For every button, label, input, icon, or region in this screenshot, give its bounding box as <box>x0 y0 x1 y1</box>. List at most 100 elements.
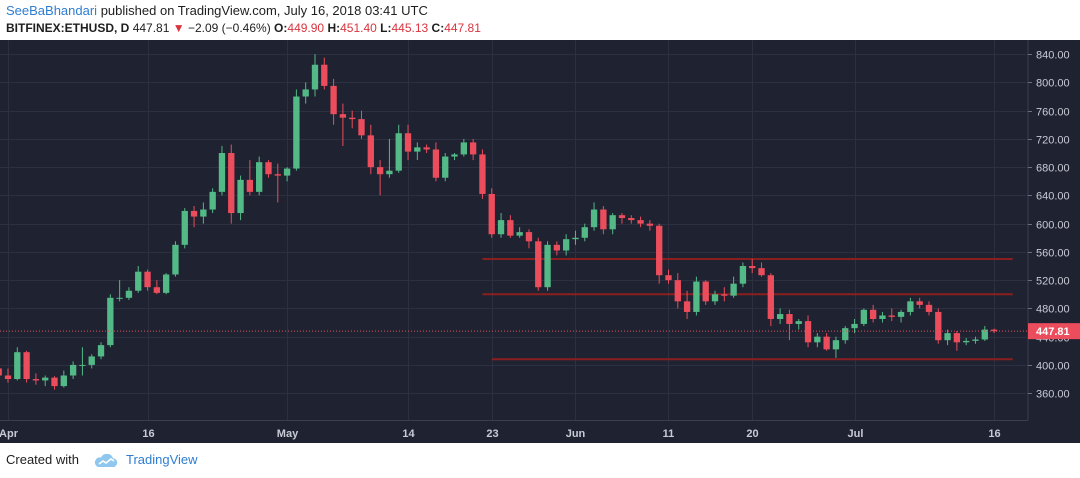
candle <box>897 309 905 323</box>
candle-body <box>665 275 672 281</box>
candle-body <box>190 210 198 217</box>
candle <box>460 138 467 157</box>
candle-body <box>897 311 905 317</box>
candle <box>972 336 979 344</box>
high-label: H: <box>327 21 341 35</box>
time-tick-label: 23 <box>486 428 498 440</box>
candle-body <box>265 162 272 175</box>
candle <box>804 315 812 348</box>
candle <box>516 227 523 238</box>
candle <box>209 188 216 214</box>
footer: Created with TradingView <box>6 452 198 468</box>
price-tick-label: 560.00 <box>1036 248 1070 260</box>
price-axis[interactable]: 360.00400.00440.00480.00520.00560.00600.… <box>1027 40 1080 443</box>
candle <box>497 213 505 238</box>
candle <box>237 175 244 221</box>
created-with-text: Created with <box>6 452 79 467</box>
author-link[interactable]: SeeBaBhandari <box>6 3 98 18</box>
candle-body <box>135 271 142 291</box>
last-price-tag-label: 447.81 <box>1036 326 1070 338</box>
candle-body <box>479 154 486 194</box>
time-tick-label: 16 <box>142 428 154 440</box>
candle <box>563 234 570 256</box>
candle-body <box>460 142 467 155</box>
time-tick-label: 11 <box>663 428 675 440</box>
time-tick-label: 20 <box>746 428 758 440</box>
price-axis-bg <box>1028 40 1080 443</box>
candle <box>628 215 635 224</box>
price-tick-label: 360.00 <box>1036 389 1070 401</box>
time-axis[interactable]: Apr 16 May 14 23 Jun 11 20 Jul 16 <box>0 420 1028 441</box>
candle-body <box>609 215 616 230</box>
candle <box>860 308 868 327</box>
candle <box>544 241 551 291</box>
price-tick-label: 600.00 <box>1036 220 1070 232</box>
candle-body <box>544 244 551 288</box>
candle-body <box>804 321 812 343</box>
candle-body <box>786 314 793 324</box>
candle <box>963 338 970 346</box>
price-tick-label: 480.00 <box>1036 304 1070 316</box>
candle-body <box>981 329 988 340</box>
candle-body <box>739 266 747 284</box>
time-tick-label: May <box>277 428 299 440</box>
candle-body <box>469 142 477 155</box>
grid <box>0 40 1028 420</box>
candle-body <box>963 340 970 343</box>
candle-body <box>14 352 21 380</box>
candle-body <box>925 304 933 312</box>
candle-body <box>916 301 923 305</box>
candle-body <box>432 149 440 178</box>
candle <box>135 266 142 293</box>
price-tick-label: 840.00 <box>1036 50 1070 62</box>
candle <box>842 326 849 344</box>
candle <box>60 370 67 388</box>
candle-body <box>42 377 49 381</box>
candle-body <box>832 340 840 350</box>
candle <box>469 138 477 161</box>
candle <box>981 326 988 341</box>
candle-body <box>330 85 337 115</box>
tradingview-cloud-icon[interactable] <box>93 453 119 468</box>
candle-body <box>953 333 961 343</box>
candle <box>162 273 170 295</box>
candle <box>721 287 728 302</box>
candle-body <box>860 309 868 324</box>
price-tick-label: 520.00 <box>1036 276 1070 288</box>
candle <box>125 287 133 300</box>
candle <box>200 202 207 224</box>
candle-body <box>730 283 737 296</box>
candle-body <box>23 352 30 380</box>
candle <box>851 318 858 334</box>
candle <box>153 280 161 295</box>
candle <box>293 89 300 171</box>
time-tick-label: 14 <box>402 428 415 440</box>
candle-body <box>209 191 216 210</box>
candle-body <box>116 297 123 299</box>
candle <box>665 269 672 284</box>
candle <box>814 333 821 348</box>
candle <box>172 241 179 277</box>
candle-body <box>302 89 309 97</box>
candle <box>767 273 774 327</box>
candle <box>256 156 263 196</box>
candle <box>953 331 961 351</box>
symbol-line: BITFINEX:ETHUSD, D 447.81 ▼ −2.09 (−0.46… <box>6 21 481 35</box>
candle-body <box>88 356 95 365</box>
candle <box>776 308 784 324</box>
candle <box>386 138 393 178</box>
candle <box>739 262 747 288</box>
price-chart[interactable]: 360.00400.00440.00480.00520.00560.00600.… <box>0 40 1080 443</box>
candle <box>479 149 486 199</box>
candle-body <box>749 266 756 269</box>
candle-body <box>637 220 644 224</box>
candle-body <box>869 309 877 319</box>
candle-body <box>600 209 607 230</box>
candle-body <box>404 133 412 152</box>
publish-line: SeeBaBhandari published on TradingView.c… <box>6 3 428 18</box>
tradingview-link[interactable]: TradingView <box>126 452 198 467</box>
candle-body <box>107 297 114 346</box>
candle <box>423 144 430 154</box>
candle-body <box>795 321 802 324</box>
candle-body <box>181 210 188 245</box>
